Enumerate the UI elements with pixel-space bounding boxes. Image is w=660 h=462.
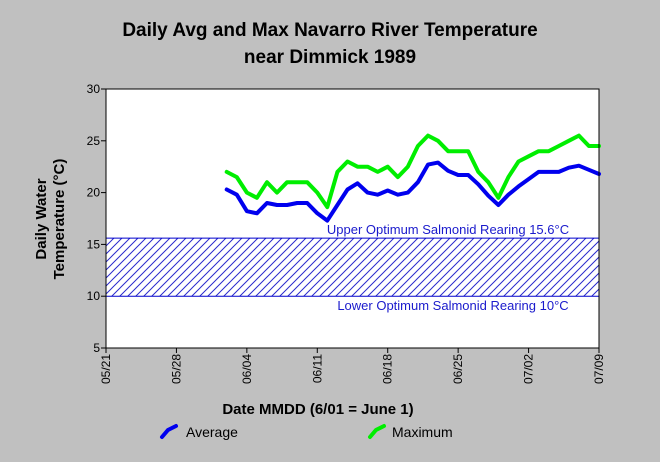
- x-tick-label: 05/21: [99, 354, 113, 384]
- y-tick-label: 30: [87, 82, 101, 96]
- plot-area: [106, 89, 599, 348]
- legend-item-maximum: Maximum: [368, 424, 453, 440]
- x-tick-label: 05/28: [169, 354, 183, 384]
- x-tick-label: 07/02: [522, 354, 536, 384]
- legend-item-average: Average: [160, 424, 238, 440]
- x-axis-title: Date MMDD (6/01 = June 1): [222, 401, 413, 418]
- y-axis-title-line-2: Temperature (°C): [51, 159, 68, 280]
- plot-frame: [105, 88, 600, 349]
- x-tick-label: 06/04: [240, 354, 254, 384]
- y-tick-label: 15: [87, 237, 101, 251]
- legend-maximum-label: Maximum: [392, 424, 453, 440]
- legend-average-label: Average: [186, 424, 238, 440]
- y-tick-label: 25: [87, 134, 101, 148]
- y-tick-label: 5: [93, 341, 100, 355]
- y-axis: 5 10 15 20 25 30: [87, 82, 106, 355]
- x-tick-label: 06/11: [310, 354, 324, 383]
- legend-maximum-swatch: [368, 424, 386, 439]
- x-tick-label: 07/09: [592, 354, 606, 384]
- chart-title-line-1: Daily Avg and Max Navarro River Temperat…: [122, 20, 537, 41]
- x-tick-label: 06/18: [381, 354, 395, 384]
- legend: Average Maximum: [160, 424, 453, 440]
- series-line-average: [224, 160, 601, 223]
- y-tick-label: 10: [87, 289, 101, 303]
- y-tick-label: 20: [87, 186, 101, 200]
- x-tick-label: 06/25: [451, 354, 465, 384]
- series-layer: [224, 133, 601, 223]
- x-axis: 05/21 05/28 06/04 06/11 06/18 06/25 07/02 07/09: [99, 348, 606, 384]
- band-upper-label: Upper Optimum Salmonid Rearing 15.6°C: [327, 222, 569, 237]
- chart-title-line-2: near Dimmick 1989: [244, 47, 416, 68]
- y-axis-title-line-1: Daily Water: [33, 178, 50, 259]
- band-fill: [106, 238, 599, 297]
- optimum-rearing-band: Upper Optimum Salmonid Rearing 15.6°C Lo…: [106, 222, 599, 313]
- series-line-maximum: [224, 133, 601, 210]
- legend-average-swatch: [160, 424, 178, 439]
- band-lower-label: Lower Optimum Salmonid Rearing 10°C: [337, 298, 568, 313]
